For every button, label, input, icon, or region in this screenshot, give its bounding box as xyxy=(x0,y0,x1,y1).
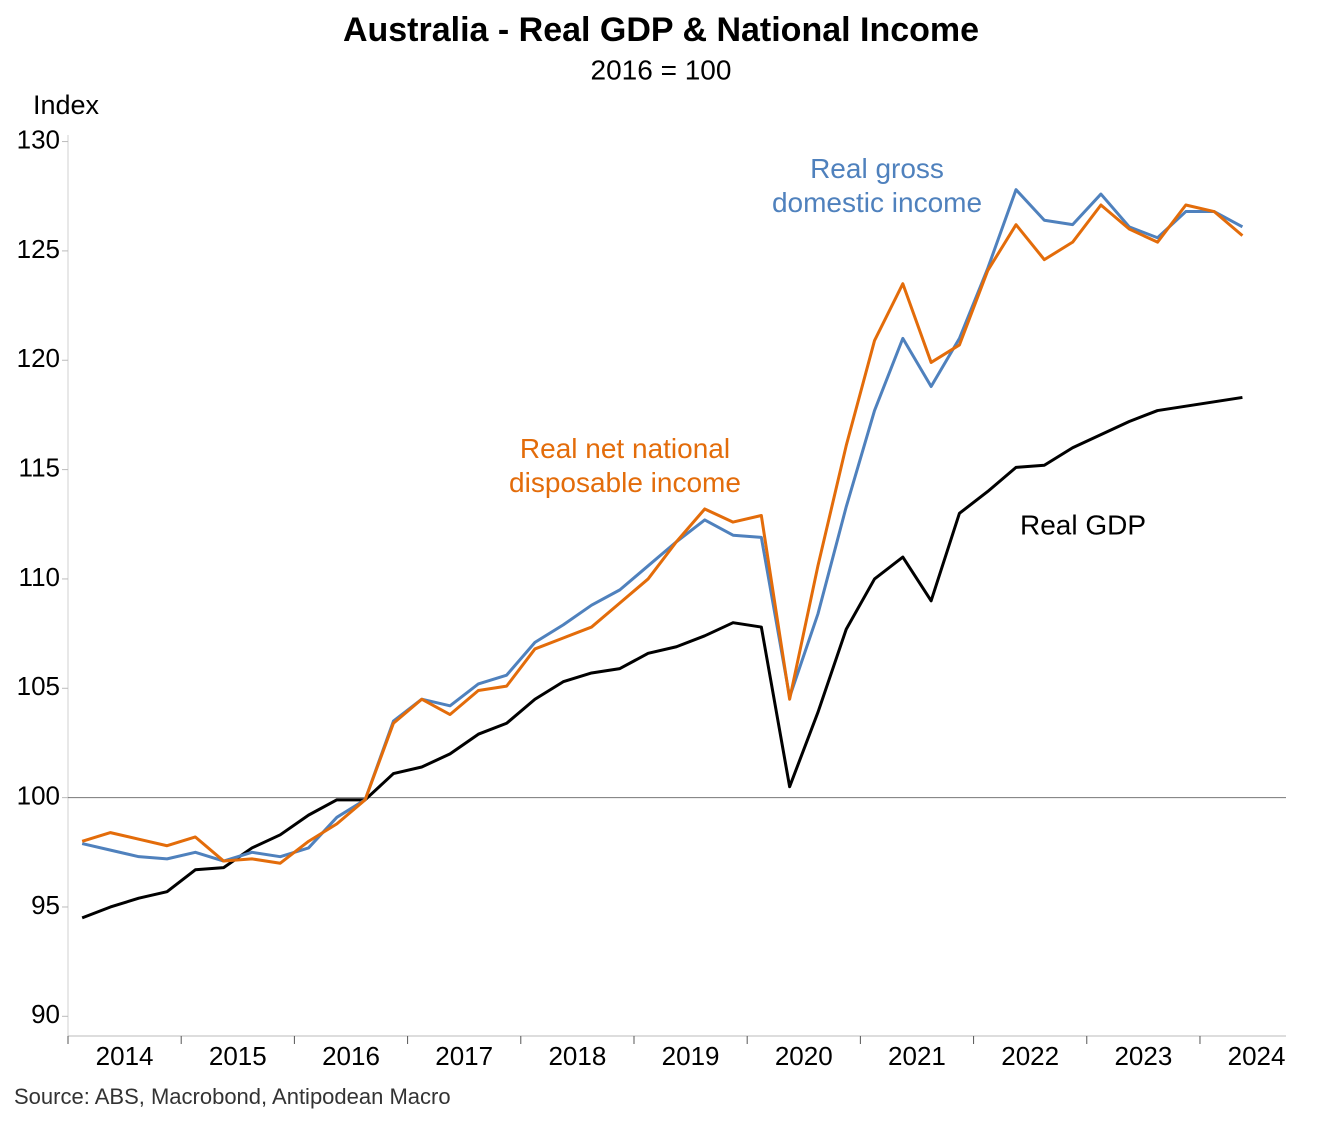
x-tick-label: 2021 xyxy=(888,1041,946,1071)
chart-title: Australia - Real GDP & National Income xyxy=(343,11,979,49)
series-line xyxy=(81,395,1243,920)
y-tick-label: 110 xyxy=(19,562,60,592)
y-tick-label: 130 xyxy=(17,124,60,154)
x-tick-label: 2018 xyxy=(548,1041,606,1071)
x-tick-label: 2024 xyxy=(1228,1041,1286,1071)
series-label: Real net national disposable income xyxy=(509,433,741,498)
x-tick-label: 2022 xyxy=(1001,1041,1059,1071)
y-tick-label: 100 xyxy=(17,781,60,811)
y-tick-label: 115 xyxy=(19,452,60,482)
x-tick-label: 2023 xyxy=(1114,1041,1172,1071)
source: Source: ABS, Macrobond, Antipodean Macro xyxy=(14,1084,451,1109)
x-tick-label: 2015 xyxy=(209,1041,267,1071)
x-tick-label: 2019 xyxy=(662,1041,720,1071)
x-tick-label: 2014 xyxy=(96,1041,154,1071)
chart-subtitle: 2016 = 100 xyxy=(591,54,732,85)
x-tick-label: 2017 xyxy=(435,1041,493,1071)
y-tick-label: 90 xyxy=(31,999,60,1029)
series-line xyxy=(81,203,1244,865)
y-axis-label: Index xyxy=(33,90,100,120)
series-line xyxy=(81,188,1244,863)
y-tick-label: 125 xyxy=(17,234,60,264)
series-label: Real gross domestic income xyxy=(772,153,982,218)
y-tick-label: 95 xyxy=(31,890,60,920)
y-tick-label: 105 xyxy=(17,671,60,701)
x-tick-label: 2016 xyxy=(322,1041,380,1071)
y-tick-label: 120 xyxy=(17,343,60,373)
series-label: Real GDP xyxy=(1020,509,1146,540)
x-tick-label: 2020 xyxy=(775,1041,833,1071)
